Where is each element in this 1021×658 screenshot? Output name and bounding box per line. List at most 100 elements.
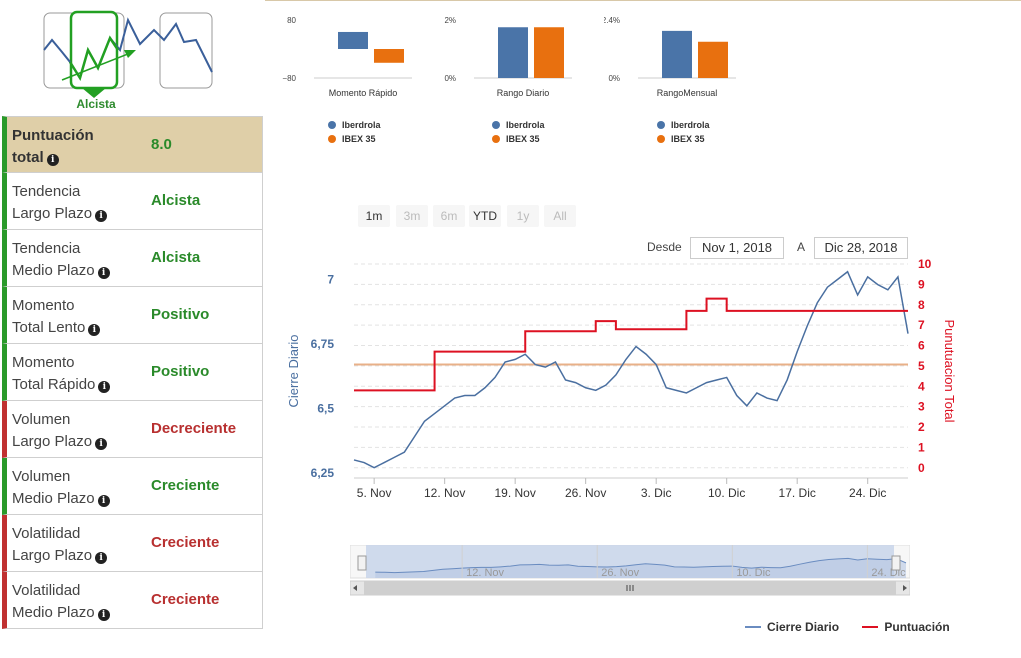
info-icon[interactable]: i: [95, 438, 108, 450]
y2-tick-label: 0: [918, 461, 925, 475]
x-tick-label: 12. Nov: [424, 486, 465, 500]
navigator-handle[interactable]: [357, 555, 367, 571]
score-row: Tendencia Largo Plazo i Alcista: [2, 173, 263, 230]
y2-tick-label: 2: [918, 420, 925, 434]
legend-ibex-label: IBEX 35: [342, 134, 376, 144]
x-tick-label: 19. Nov: [494, 486, 535, 500]
mini-bar-ibex[interactable]: [374, 49, 404, 63]
legend-iberdrola[interactable]: Iberdrola: [492, 118, 545, 132]
score-row: Volatilidad Medio Plazo i Creciente: [2, 572, 263, 629]
y2-tick-label: 7: [918, 318, 925, 332]
score-row: Momento Total Lento i Positivo: [2, 287, 263, 344]
range-button-all[interactable]: All: [544, 205, 576, 227]
mini-legend-1: Iberdrola IBEX 35: [328, 118, 381, 146]
mini-tick-bottom: 0%: [608, 74, 620, 83]
score-label-line1: Puntuación: [12, 127, 94, 144]
range-button-1y[interactable]: 1y: [507, 205, 539, 227]
legend-ibex[interactable]: IBEX 35: [492, 132, 545, 146]
mini-chart-momento-rapido: 80 −80 Momento Rápido: [282, 16, 412, 98]
score-label: Momento Total Rápido i: [12, 352, 142, 396]
y-tick-label: 6,75: [311, 337, 335, 351]
navigator[interactable]: 12. Nov 26. Nov 10. Dic 24. Dic: [350, 545, 910, 597]
y-tick-label: 6,5: [317, 401, 334, 415]
series-cierre-diario[interactable]: [353, 270, 909, 469]
date-to-label: A: [797, 240, 806, 254]
date-from-input[interactable]: Nov 1, 2018: [690, 237, 784, 259]
mini-title: Momento Rápido: [329, 88, 398, 98]
legend-ibex-label: IBEX 35: [671, 134, 705, 144]
mini-bar-iberdrola[interactable]: [662, 30, 692, 78]
score-label-line1: Tendencia: [12, 240, 81, 257]
score-label-line2: Medio Plazo: [12, 262, 95, 279]
score-label-line1: Momento: [12, 354, 75, 371]
score-value: Creciente: [151, 534, 220, 551]
legend-ibex[interactable]: IBEX 35: [657, 132, 710, 146]
score-label: Volumen Medio Plazo i: [12, 466, 142, 510]
mini-tick-top: 2.4%: [604, 16, 620, 25]
range-button-6m[interactable]: 6m: [433, 205, 465, 227]
score-value: Decreciente: [151, 420, 237, 437]
legend-ibex[interactable]: IBEX 35: [328, 132, 381, 146]
score-label-line2: Largo Plazo: [12, 433, 93, 450]
score-value: Positivo: [151, 363, 210, 380]
score-label: Volumen Largo Plazo i: [12, 409, 142, 453]
mini-title: RangoMensual: [657, 88, 718, 98]
y-axis-title: Cierre Diario: [286, 335, 301, 408]
navigator-handle[interactable]: [891, 555, 901, 571]
series-puntuacion[interactable]: [354, 297, 908, 392]
mini-bar-iberdrola[interactable]: [498, 27, 528, 78]
info-icon[interactable]: i: [95, 210, 108, 222]
range-button-ytd[interactable]: YTD: [469, 205, 501, 227]
dot-icon: [328, 121, 336, 129]
mini-bar-ibex[interactable]: [534, 27, 564, 78]
info-icon[interactable]: i: [95, 552, 108, 564]
x-tick-label: 5. Nov: [357, 486, 392, 500]
mini-legend-3: Iberdrola IBEX 35: [657, 118, 710, 146]
y2-tick-label: 5: [918, 359, 925, 373]
legend-close[interactable]: Cierre Diario: [745, 620, 839, 634]
info-icon[interactable]: i: [88, 324, 101, 336]
score-value: Creciente: [151, 477, 220, 494]
score-table: Puntuación total i 8.0 Tendencia Largo Plazo i…: [2, 116, 263, 629]
info-icon[interactable]: i: [97, 609, 110, 621]
score-value: 8.0: [151, 136, 172, 153]
dot-icon: [657, 135, 665, 143]
score-label: Volatilidad Medio Plazo i: [12, 580, 142, 624]
x-tick-label: 26. Nov: [565, 486, 606, 500]
mini-bar-iberdrola[interactable]: [338, 31, 368, 49]
y2-tick-label: 8: [918, 298, 925, 312]
score-row: Volumen Largo Plazo i Decreciente: [2, 401, 263, 458]
info-icon[interactable]: i: [97, 267, 110, 279]
dot-icon: [657, 121, 665, 129]
y2-tick-label: 6: [918, 339, 925, 353]
mini-chart-rango-mensual: 2.4% 0% RangoMensual: [604, 16, 736, 98]
main-chart[interactable]: 6,25 6,5 6,75 7 0 1 2 3 4 5 6 7 8 9 10 5. Nov 12. Nov 19.…: [280, 258, 980, 508]
scroll-right-icon[interactable]: [903, 585, 907, 591]
line-swatch-icon: [862, 626, 879, 628]
x-tick-label: 3. Dic: [641, 486, 672, 500]
score-value: Alcista: [151, 192, 201, 209]
score-label-line2: Medio Plazo: [12, 490, 95, 507]
info-icon[interactable]: i: [46, 154, 59, 166]
info-icon[interactable]: i: [98, 381, 111, 393]
legend-score[interactable]: Puntuación: [862, 620, 950, 634]
legend-iberdrola[interactable]: Iberdrola: [657, 118, 710, 132]
legend-iberdrola[interactable]: Iberdrola: [328, 118, 381, 132]
mini-legend-2: Iberdrola IBEX 35: [492, 118, 545, 146]
score-label-line2: Largo Plazo: [12, 547, 93, 564]
mini-chart-rango-diario: 2% 0% Rango Diario: [444, 16, 572, 98]
date-to-input[interactable]: Dic 28, 2018: [814, 237, 908, 259]
score-label-line1: Tendencia: [12, 183, 81, 200]
score-value: Alcista: [151, 249, 201, 266]
dot-icon: [492, 135, 500, 143]
mini-tick-top: 80: [287, 16, 296, 25]
score-label-line2: Total Lento: [12, 319, 86, 336]
info-icon[interactable]: i: [97, 495, 110, 507]
mini-bar-ibex[interactable]: [698, 41, 728, 78]
scroll-left-icon[interactable]: [353, 585, 357, 591]
range-button-3m[interactable]: 3m: [396, 205, 428, 227]
y2-tick-label: 10: [918, 258, 932, 271]
score-label-line2: Medio Plazo: [12, 604, 95, 621]
range-button-1m[interactable]: 1m: [358, 205, 390, 227]
mini-tick-bottom: −80: [282, 74, 296, 83]
